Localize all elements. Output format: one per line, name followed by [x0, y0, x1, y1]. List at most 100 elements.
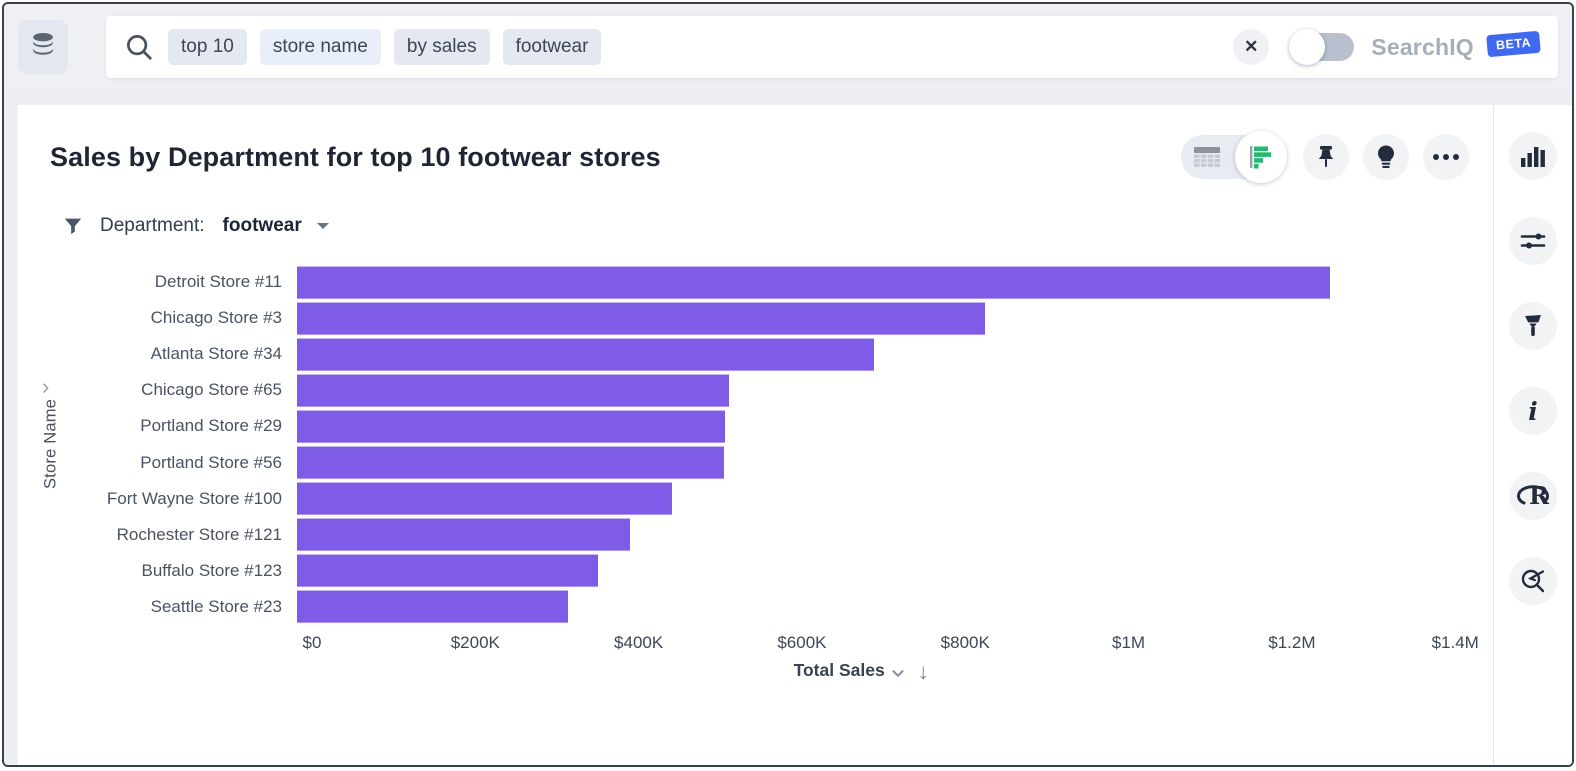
x-axis-tick: $1.4M — [1432, 633, 1479, 653]
chart-row: Buffalo Store #123 — [84, 553, 1493, 589]
view-switch[interactable] — [1181, 135, 1281, 179]
pin-button[interactable] — [1303, 134, 1349, 180]
bar-track — [297, 590, 1493, 623]
database-icon — [28, 31, 58, 63]
sliders-icon — [1520, 230, 1546, 252]
y-axis-label: Detroit Store #11 — [84, 272, 297, 292]
search-icon — [124, 32, 154, 62]
chart-row: Portland Store #29 — [84, 408, 1493, 444]
bar-track — [297, 374, 1493, 407]
bar[interactable] — [297, 338, 874, 371]
answer-card: Sales by Department for top 10 footwear … — [18, 105, 1493, 765]
lightbulb-icon — [1374, 144, 1398, 170]
toggle-knob — [1289, 29, 1325, 65]
chart-row: Chicago Store #65 — [84, 372, 1493, 408]
bar-track — [297, 338, 1493, 371]
bar[interactable] — [297, 410, 725, 443]
chart-type-button[interactable] — [1509, 132, 1557, 180]
search-token[interactable]: by sales — [394, 29, 490, 65]
filter-value[interactable]: footwear — [223, 215, 302, 237]
bar[interactable] — [297, 518, 630, 551]
bar[interactable] — [297, 554, 598, 587]
y-axis-label: Fort Wayne Store #100 — [84, 489, 297, 509]
ellipsis-icon — [1432, 153, 1460, 161]
search-token[interactable]: store name — [260, 29, 381, 65]
bar[interactable] — [297, 482, 672, 515]
search-header: top 10 store name by sales footwear ✕ Searc… — [4, 4, 1572, 90]
bar[interactable] — [297, 446, 724, 479]
r-analysis-button[interactable]: R — [1509, 472, 1557, 520]
sort-descending-icon[interactable]: ↓ — [918, 659, 929, 685]
chevron-right-icon[interactable]: › — [42, 376, 49, 398]
insights-button[interactable] — [1363, 134, 1409, 180]
style-button[interactable] — [1509, 302, 1557, 350]
explore-button[interactable] — [1509, 557, 1557, 605]
bar[interactable] — [297, 302, 985, 335]
searchiq-toggle[interactable] — [1292, 33, 1354, 61]
chart-row: Rochester Store #121 — [84, 517, 1493, 553]
column-chart-icon — [1520, 144, 1546, 168]
filter-row[interactable]: Department: footwear — [62, 215, 1493, 237]
r-logo-icon: R — [1516, 482, 1550, 510]
x-axis-tick: $400K — [614, 633, 663, 653]
chevron-down-icon[interactable] — [316, 221, 330, 231]
bar-track — [297, 482, 1493, 515]
pin-icon — [1314, 144, 1338, 170]
search-bar[interactable]: top 10 store name by sales footwear ✕ Searc… — [106, 16, 1558, 78]
chart-view-icon[interactable] — [1235, 131, 1287, 183]
info-button[interactable]: i — [1509, 387, 1557, 435]
search-tokens: top 10 store name by sales footwear — [168, 29, 601, 65]
chevron-down-icon[interactable] — [892, 669, 905, 678]
x-axis-tick: $600K — [777, 633, 826, 653]
x-axis-title-row: Total Sales ↓ — [312, 657, 1493, 691]
bar-track — [297, 518, 1493, 551]
x-axis-tick: $200K — [451, 633, 500, 653]
search-token[interactable]: top 10 — [168, 29, 247, 65]
configure-button[interactable] — [1509, 217, 1557, 265]
chart-row: Seattle Store #23 — [84, 589, 1493, 625]
y-axis-label: Portland Store #56 — [84, 453, 297, 473]
bar-chart: › Store Name Detroit Store #11 Chicago St… — [18, 264, 1493, 691]
x-axis-tick: $800K — [941, 633, 990, 653]
filter-label: Department: — [100, 215, 205, 237]
searchiq-label: SearchIQ — [1371, 34, 1474, 61]
y-axis-label: Chicago Store #65 — [84, 380, 297, 400]
content-area: Sales by Department for top 10 footwear … — [4, 90, 1572, 765]
chart-rows: Detroit Store #11 Chicago Store #3 Atlanta… — [84, 264, 1493, 625]
bar-track — [297, 446, 1493, 479]
bar[interactable] — [297, 590, 568, 623]
x-axis-tick: $1M — [1112, 633, 1145, 653]
x-axis-tick: $0 — [303, 633, 322, 653]
app-window: top 10 store name by sales footwear ✕ Searc… — [2, 2, 1574, 767]
y-axis-label: Rochester Store #121 — [84, 525, 297, 545]
y-axis-title: Store Name — [42, 399, 61, 489]
answer-toolbar — [1181, 134, 1469, 180]
filter-icon — [62, 215, 84, 237]
paintbrush-icon — [1521, 313, 1545, 339]
y-axis-label: Atlanta Store #34 — [84, 344, 297, 364]
search-bar-controls: ✕ SearchIQ BETA — [1233, 29, 1542, 65]
bar[interactable] — [297, 374, 729, 407]
y-axis-label: Chicago Store #3 — [84, 308, 297, 328]
x-axis-tick: $1.2M — [1268, 633, 1315, 653]
y-axis-gutter: › Store Name — [18, 264, 84, 625]
answer-title: Sales by Department for top 10 footwear … — [50, 142, 661, 173]
bar-track — [297, 302, 1493, 335]
search-token[interactable]: footwear — [503, 29, 602, 65]
close-icon: ✕ — [1244, 37, 1258, 57]
bar-track — [297, 410, 1493, 443]
search-arrow-icon — [1520, 568, 1546, 594]
table-view-icon[interactable] — [1192, 143, 1222, 176]
chart-row: Chicago Store #3 — [84, 300, 1493, 336]
data-source-button[interactable] — [18, 20, 68, 74]
info-icon: i — [1528, 397, 1538, 426]
clear-search-button[interactable]: ✕ — [1233, 29, 1269, 65]
right-sidebar: i R — [1493, 105, 1572, 765]
x-axis-title[interactable]: Total Sales — [794, 660, 885, 681]
y-axis-label: Seattle Store #23 — [84, 597, 297, 617]
bar[interactable] — [297, 266, 1330, 299]
chart-row: Atlanta Store #34 — [84, 336, 1493, 372]
more-button[interactable] — [1423, 134, 1469, 180]
beta-badge: BETA — [1486, 31, 1541, 58]
chart-row: Portland Store #56 — [84, 444, 1493, 480]
